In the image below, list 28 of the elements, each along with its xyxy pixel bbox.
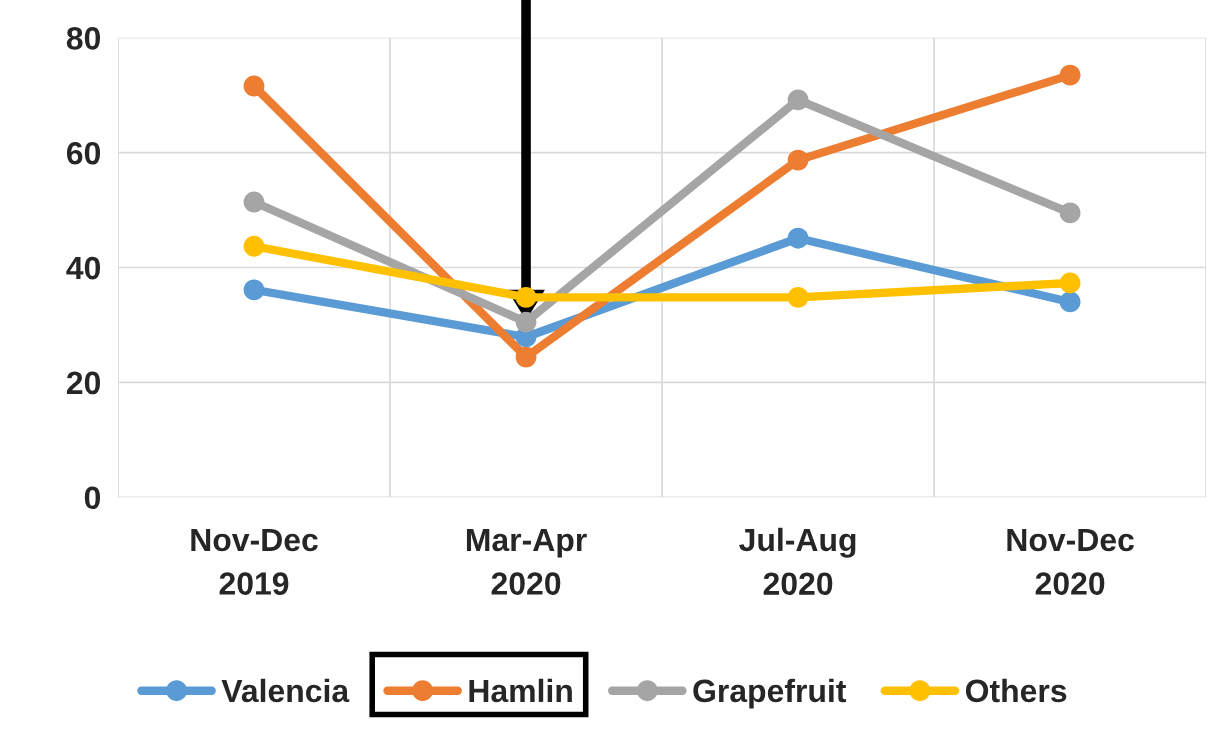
y-tick-label: 60 bbox=[66, 141, 101, 165]
y-tick-label: 80 bbox=[66, 27, 101, 50]
x-tick-label: Mar-Apr 2020 bbox=[466, 528, 587, 595]
point bbox=[515, 286, 537, 308]
point bbox=[243, 235, 265, 257]
y-tick-label: 20 bbox=[66, 371, 101, 395]
x-tick-label: Nov-Dec 2020 bbox=[1007, 528, 1134, 595]
point bbox=[1059, 272, 1081, 294]
point bbox=[1059, 202, 1081, 224]
point bbox=[515, 311, 537, 333]
point bbox=[1059, 291, 1081, 313]
point bbox=[787, 227, 809, 249]
y-tick-label: 40 bbox=[66, 256, 101, 280]
legend-label: Valencia bbox=[221, 678, 350, 703]
legend-label: Others bbox=[965, 678, 1067, 703]
point bbox=[1059, 64, 1081, 86]
legend-label: Hamlin bbox=[469, 678, 572, 703]
point bbox=[787, 149, 809, 171]
point bbox=[787, 89, 809, 111]
point bbox=[243, 75, 265, 97]
legend-label: Grapefruit bbox=[693, 678, 847, 709]
x-tick-label: Jul-Aug 2020 bbox=[739, 527, 856, 596]
point bbox=[787, 286, 809, 308]
point bbox=[243, 279, 265, 301]
point bbox=[515, 346, 537, 368]
point bbox=[243, 191, 265, 213]
y-tick-label: 0 bbox=[84, 486, 101, 510]
x-tick-label: Nov-Dec 2019 bbox=[191, 528, 318, 595]
